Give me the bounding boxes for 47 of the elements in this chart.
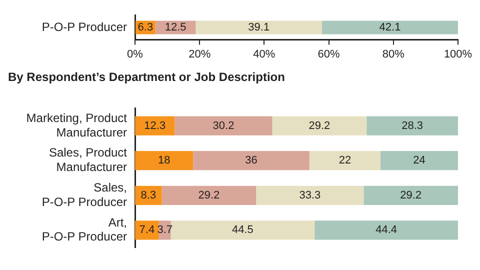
y-tick-label: Art, P-O-P Producer xyxy=(42,215,127,244)
x-tick-label: 100% xyxy=(444,48,472,60)
data-label: 29.2 xyxy=(308,120,330,132)
x-tick-label: 0% xyxy=(127,48,144,60)
data-label: 42.1 xyxy=(379,22,401,34)
data-label: 30.2 xyxy=(212,120,234,132)
data-label: 36 xyxy=(245,154,258,167)
x-tick-label: 20% xyxy=(188,48,211,60)
bar xyxy=(135,116,175,136)
data-label: 7.4 xyxy=(139,224,155,236)
data-label: 44.4 xyxy=(376,224,398,236)
bar xyxy=(380,151,458,170)
y-tick-label: Sales, P-O-P Producer xyxy=(42,180,127,209)
data-label: 29.2 xyxy=(400,189,422,202)
data-label: 6.3 xyxy=(138,22,154,34)
bar xyxy=(196,20,322,34)
chart-title: By Respondent’s Department or Job Description xyxy=(7,69,286,86)
bar xyxy=(174,116,272,136)
bar xyxy=(309,151,380,170)
data-label: 18 xyxy=(158,154,170,167)
bar xyxy=(162,186,256,205)
data-label: 8.3 xyxy=(140,189,156,202)
data-label: 12.3 xyxy=(144,120,166,132)
bar xyxy=(364,186,458,205)
bar xyxy=(256,186,364,205)
y-tick-label: Marketing, Product Manufacturer xyxy=(26,110,128,140)
data-label: 39.1 xyxy=(248,22,270,34)
data-label: 28.3 xyxy=(402,120,424,132)
bar xyxy=(366,116,458,136)
data-label: 44.5 xyxy=(232,224,254,236)
y-tick-label: P-O-P Producer xyxy=(42,20,127,34)
data-label: 29.2 xyxy=(198,189,220,202)
data-label: 12.5 xyxy=(164,22,186,34)
bar xyxy=(322,20,458,34)
bar xyxy=(135,151,194,170)
data-label: 24 xyxy=(413,154,426,167)
bar xyxy=(135,220,159,240)
x-tick-label: 80% xyxy=(382,48,405,60)
data-label: 33.3 xyxy=(299,189,321,202)
data-label: 22 xyxy=(338,154,352,167)
bar xyxy=(193,151,310,170)
x-tick-label: 60% xyxy=(318,48,340,60)
bar xyxy=(272,116,367,136)
x-tick-label: 40% xyxy=(253,48,276,60)
bar xyxy=(314,220,458,240)
bar xyxy=(170,220,315,240)
y-tick-label: Sales, Product Manufacturer xyxy=(48,146,128,174)
